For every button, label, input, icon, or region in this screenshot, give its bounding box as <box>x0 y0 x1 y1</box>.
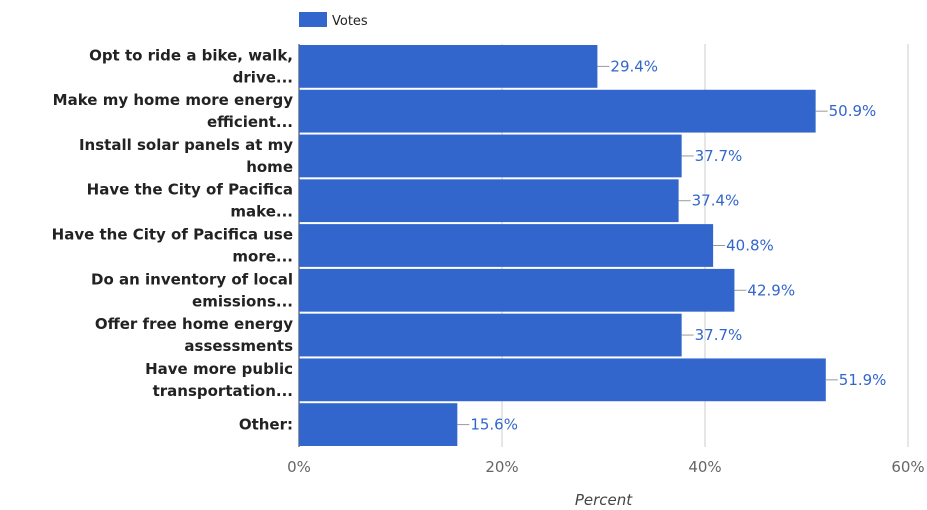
bar <box>299 179 679 223</box>
bar <box>299 89 816 133</box>
value-label: 42.9% <box>747 281 795 299</box>
category-label: drive... <box>233 68 293 86</box>
category-label: Have more public <box>145 360 293 378</box>
category-label: Do an inventory of local <box>91 270 293 288</box>
bar <box>299 358 826 402</box>
value-label: 40.8% <box>726 237 774 255</box>
category-label: Offer free home energy <box>95 315 293 333</box>
category-label: transportation... <box>153 382 293 400</box>
value-label: 29.4% <box>610 57 658 75</box>
value-label: 37.7% <box>695 147 743 165</box>
value-label: 15.6% <box>470 416 518 434</box>
category-label: Install solar panels at my <box>79 136 293 154</box>
category-label: Other: <box>239 416 293 434</box>
bars <box>299 45 826 446</box>
bar <box>299 313 682 357</box>
category-label: Opt to ride a bike, walk, <box>89 46 293 64</box>
category-label: make... <box>230 203 293 221</box>
x-tick-label: 40% <box>688 458 721 476</box>
category-label: assessments <box>184 337 293 355</box>
value-label: 50.9% <box>829 102 877 120</box>
category-label: Make my home more energy <box>53 91 294 109</box>
value-label: 37.4% <box>692 192 740 210</box>
value-labels: 29.4% 50.9% 37.7% 37.4% 40.8% 42.9% 37.7% 51.9%… <box>457 57 887 434</box>
legend-label-votes: Votes <box>332 14 368 29</box>
category-label: Have the City of Pacifica <box>87 181 293 199</box>
legend-swatch-votes <box>299 12 327 27</box>
x-axis-ticks: 0% 20% 40% 60% <box>287 458 925 476</box>
x-tick-label: 0% <box>287 458 311 476</box>
x-axis-title: Percent <box>575 491 633 509</box>
x-tick-label: 20% <box>485 458 518 476</box>
category-label: home <box>246 158 293 176</box>
bar <box>299 403 458 446</box>
value-label: 37.7% <box>695 326 743 344</box>
x-tick-label: 60% <box>891 458 924 476</box>
bar <box>299 268 735 312</box>
category-labels: Opt to ride a bike, walk, drive... Make my… <box>52 46 294 433</box>
category-label: efficient... <box>207 113 293 131</box>
bar <box>299 45 598 88</box>
category-label: more... <box>232 248 293 266</box>
bar <box>299 224 714 267</box>
category-label: emissions... <box>192 292 293 310</box>
bar <box>299 134 682 178</box>
category-label: Have the City of Pacifica use <box>52 226 293 244</box>
value-label: 51.9% <box>839 371 887 389</box>
legend: Votes <box>299 12 368 29</box>
